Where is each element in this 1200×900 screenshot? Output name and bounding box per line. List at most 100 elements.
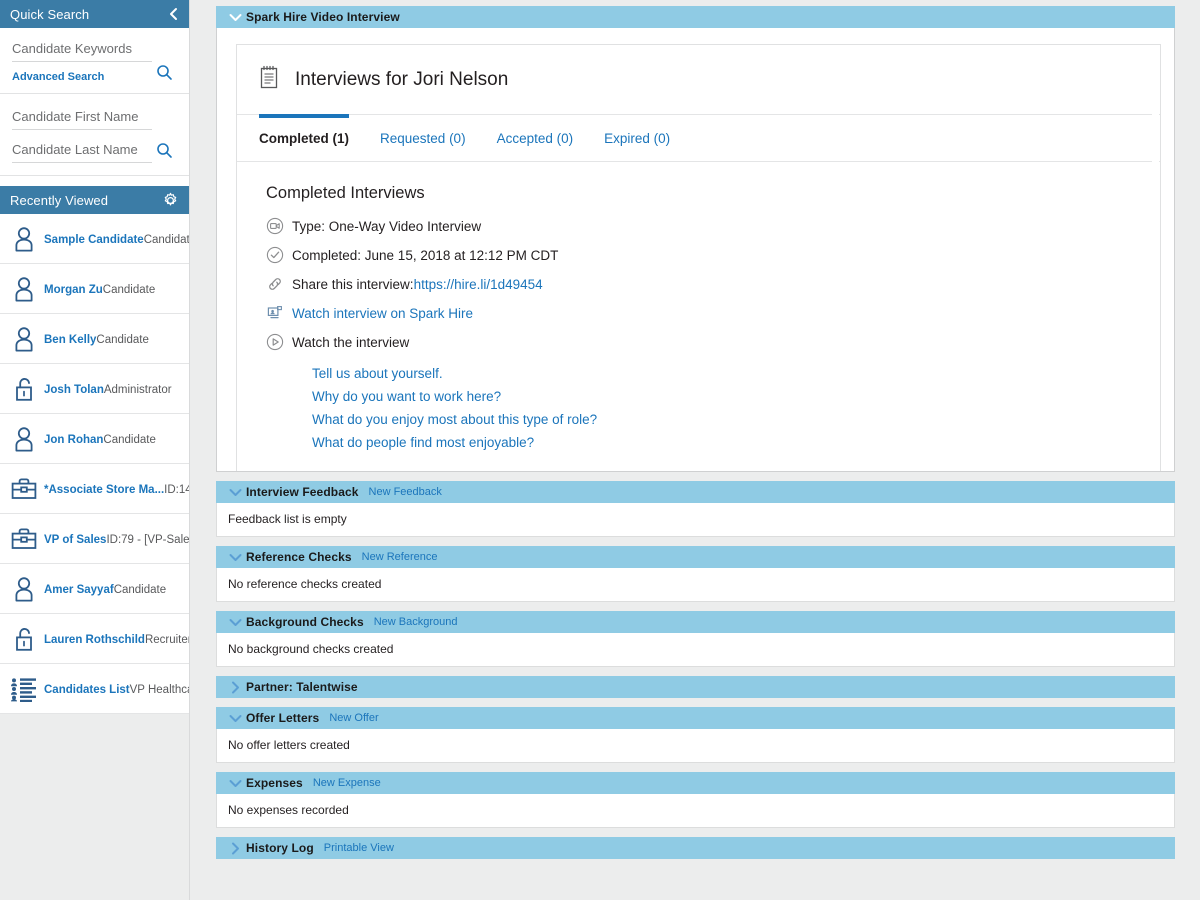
section-action-link[interactable]: New Feedback xyxy=(368,486,442,498)
section-header-interview-feedback[interactable]: Interview Feedback New Feedback xyxy=(216,481,1175,503)
section-background-checks: Background Checks New Background No backgr… xyxy=(216,611,1175,667)
list-item[interactable]: Ben KellyCandidate xyxy=(0,314,189,364)
quick-search-keywords-box: Advanced Search xyxy=(0,28,189,94)
main-content: Spark Hire Video Interview Interviews fo… xyxy=(190,0,1200,900)
chevron-down-icon[interactable] xyxy=(224,488,246,497)
recently-viewed-header[interactable]: Recently Viewed xyxy=(0,186,189,214)
quick-search-header[interactable]: Quick Search xyxy=(0,0,189,28)
interview-question-link[interactable]: Tell us about yourself. xyxy=(312,366,443,381)
collapsible-sections: Interview Feedback New Feedback Feedback l… xyxy=(216,481,1175,859)
vertical-scrollbar[interactable] xyxy=(1152,46,1159,471)
section-reference-checks: Reference Checks New Reference No referenc… xyxy=(216,546,1175,602)
section-action-link[interactable]: New Expense xyxy=(312,777,381,789)
list-item-subtitle: Candidate xyxy=(113,583,167,596)
list-item-name[interactable]: Ben Kelly xyxy=(44,333,97,346)
tab-requested[interactable]: Requested (0) xyxy=(380,131,466,146)
section-header-background-checks[interactable]: Background Checks New Background xyxy=(216,611,1175,633)
list-item-name[interactable]: Candidates List xyxy=(44,683,130,696)
people-list-icon xyxy=(6,676,42,702)
tab-expired[interactable]: Expired (0) xyxy=(604,131,671,146)
section-title: Partner: Talentwise xyxy=(246,680,358,694)
list-item-subtitle: Candidate xyxy=(143,233,189,246)
padlock-icon xyxy=(6,625,42,653)
section-header-expenses[interactable]: Expenses New Expense xyxy=(216,772,1175,794)
list-item[interactable]: Candidates ListVP Healthcare Opera... xyxy=(0,664,189,714)
last-name-field[interactable] xyxy=(12,139,152,163)
chevron-down-icon[interactable] xyxy=(224,714,246,723)
section-body: No background checks created xyxy=(216,633,1175,667)
gear-icon[interactable] xyxy=(162,192,179,209)
section-body: No expenses recorded xyxy=(216,794,1175,828)
list-item-name[interactable]: VP of Sales xyxy=(44,533,107,546)
list-item[interactable]: Jon RohanCandidate xyxy=(0,414,189,464)
list-item-name[interactable]: Josh Tolan xyxy=(44,383,104,396)
list-item-subtitle: Candidate xyxy=(96,333,149,346)
search-icon[interactable] xyxy=(152,64,177,85)
list-item-subtitle: Candidate xyxy=(103,433,156,446)
chevron-down-icon[interactable] xyxy=(224,13,246,22)
section-offer-letters: Offer Letters New Offer No offer letters c… xyxy=(216,707,1175,763)
list-item-name[interactable]: Jon Rohan xyxy=(44,433,104,446)
interview-question-link[interactable]: What do people find most enjoyable? xyxy=(312,435,535,450)
quick-search-title: Quick Search xyxy=(10,6,90,22)
page-title: Interviews for Jori Nelson xyxy=(295,68,509,90)
share-url-link[interactable]: https://hire.li/1d49454 xyxy=(413,276,543,292)
interview-type-row: Type: One-Way Video Interview xyxy=(266,217,1160,235)
list-item-name[interactable]: Lauren Rothschild xyxy=(44,633,145,646)
chevron-down-icon[interactable] xyxy=(224,553,246,562)
section-header-partner-talentwise[interactable]: Partner: Talentwise xyxy=(216,676,1175,698)
section-header-offer-letters[interactable]: Offer Letters New Offer xyxy=(216,707,1175,729)
list-item-name[interactable]: Sample Candidate xyxy=(44,233,144,246)
section-partner-talentwise: Partner: Talentwise xyxy=(216,676,1175,698)
section-action-link[interactable]: Printable View xyxy=(323,842,394,854)
search-input[interactable] xyxy=(12,38,152,62)
list-item[interactable]: Lauren RothschildRecruiter xyxy=(0,614,189,664)
list-item[interactable]: *Associate Store Ma...ID:143 - [RT-03] xyxy=(0,464,189,514)
tab-completed[interactable]: Completed (1) xyxy=(259,114,350,160)
list-item-name[interactable]: *Associate Store Ma... xyxy=(44,483,165,496)
interview-question-link[interactable]: What do you enjoy most about this type o… xyxy=(312,412,598,427)
spark-hire-section-header[interactable]: Spark Hire Video Interview xyxy=(216,6,1175,28)
chevron-down-icon[interactable] xyxy=(224,618,246,627)
tab-accepted[interactable]: Accepted (0) xyxy=(496,131,574,146)
list-item[interactable]: Josh TolanAdministrator xyxy=(0,364,189,414)
interview-details: Completed Interviews Type: One-Way Video… xyxy=(237,162,1160,454)
person-icon xyxy=(6,575,42,603)
chevron-left-icon[interactable] xyxy=(167,7,179,21)
section-action-link[interactable]: New Offer xyxy=(329,712,379,724)
link-icon xyxy=(266,275,292,293)
name-search-icon[interactable] xyxy=(152,142,177,163)
section-title: Offer Letters xyxy=(246,711,320,725)
list-item-subtitle: ID:79 - [VP-Sales] xyxy=(106,533,189,546)
chevron-right-icon[interactable] xyxy=(224,842,246,855)
briefcase-icon xyxy=(6,526,42,552)
padlock-icon xyxy=(6,375,42,403)
list-item-subtitle: ID:143 - [RT-03] xyxy=(164,483,189,496)
list-item-subtitle: VP Healthcare Opera... xyxy=(129,683,189,696)
notepad-icon xyxy=(259,65,279,94)
section-header-reference-checks[interactable]: Reference Checks New Reference xyxy=(216,546,1175,568)
list-item-name[interactable]: Morgan Zu xyxy=(44,283,103,296)
chevron-down-icon[interactable] xyxy=(224,779,246,788)
play-circle-icon xyxy=(266,333,292,351)
section-action-link[interactable]: New Background xyxy=(373,616,458,628)
list-item[interactable]: Amer SayyafCandidate xyxy=(0,564,189,614)
completed-interviews-heading: Completed Interviews xyxy=(266,184,425,202)
section-header-history-log[interactable]: History Log Printable View xyxy=(216,837,1175,859)
spark-hire-body: Interviews for Jori Nelson Completed (1)… xyxy=(216,28,1175,472)
list-item[interactable]: Sample CandidateCandidate xyxy=(0,214,189,264)
list-item-name[interactable]: Amer Sayyaf xyxy=(44,583,114,596)
chevron-right-icon[interactable] xyxy=(224,681,246,694)
list-item[interactable]: VP of SalesID:79 - [VP-Sales] xyxy=(0,514,189,564)
advanced-search-link[interactable]: Advanced Search xyxy=(12,71,105,83)
section-action-link[interactable]: New Reference xyxy=(361,551,438,563)
person-icon xyxy=(6,275,42,303)
watch-interview-text: Watch the interview xyxy=(292,334,410,350)
list-item[interactable]: Morgan ZuCandidate xyxy=(0,264,189,314)
briefcase-icon xyxy=(6,476,42,502)
watch-on-spark-hire-row[interactable]: Watch interview on Spark Hire xyxy=(266,304,1160,322)
screen-share-icon xyxy=(266,304,292,322)
first-name-field[interactable] xyxy=(12,106,152,130)
interview-question-link[interactable]: Why do you want to work here? xyxy=(312,389,502,404)
watch-on-spark-hire-link[interactable]: Watch interview on Spark Hire xyxy=(292,305,474,321)
